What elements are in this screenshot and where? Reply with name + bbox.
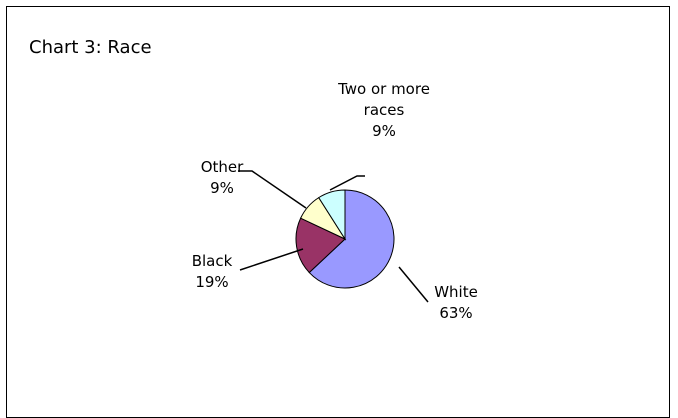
slice-labels: White 63% Black 19% Other 9% Two or more races 9… (192, 80, 478, 322)
leader-line-two-or-more-races (329, 175, 365, 191)
leader-line-black (239, 248, 304, 271)
chart-title: Chart 3: Race (29, 37, 152, 58)
slice-value-label-black: 19% (195, 273, 228, 291)
slice-value-label-other: 9% (210, 179, 234, 197)
leader-lines (238, 170, 429, 303)
slice-name-label-black: Black (192, 252, 233, 270)
pie-slice-two-or-more-races (318, 189, 346, 241)
pie-slice-black (295, 217, 346, 274)
leader-line-white (398, 266, 429, 303)
slice-value-label-two-or-more-races: 9% (372, 122, 396, 140)
leader-line-other (238, 170, 307, 209)
slice-name-label-white: White (434, 283, 478, 301)
slice-name-label-other: Other (201, 158, 244, 176)
slice-name-label-two-or-more-races: Two or more (337, 80, 430, 98)
pie-slice-white (308, 189, 395, 289)
pie-slices (295, 189, 395, 289)
slice-name-label-two-or-more-races: races (364, 101, 405, 119)
slice-value-label-white: 63% (439, 304, 472, 322)
pie-chart: White 63% Black 19% Other 9% Two or more races 9… (192, 80, 478, 322)
